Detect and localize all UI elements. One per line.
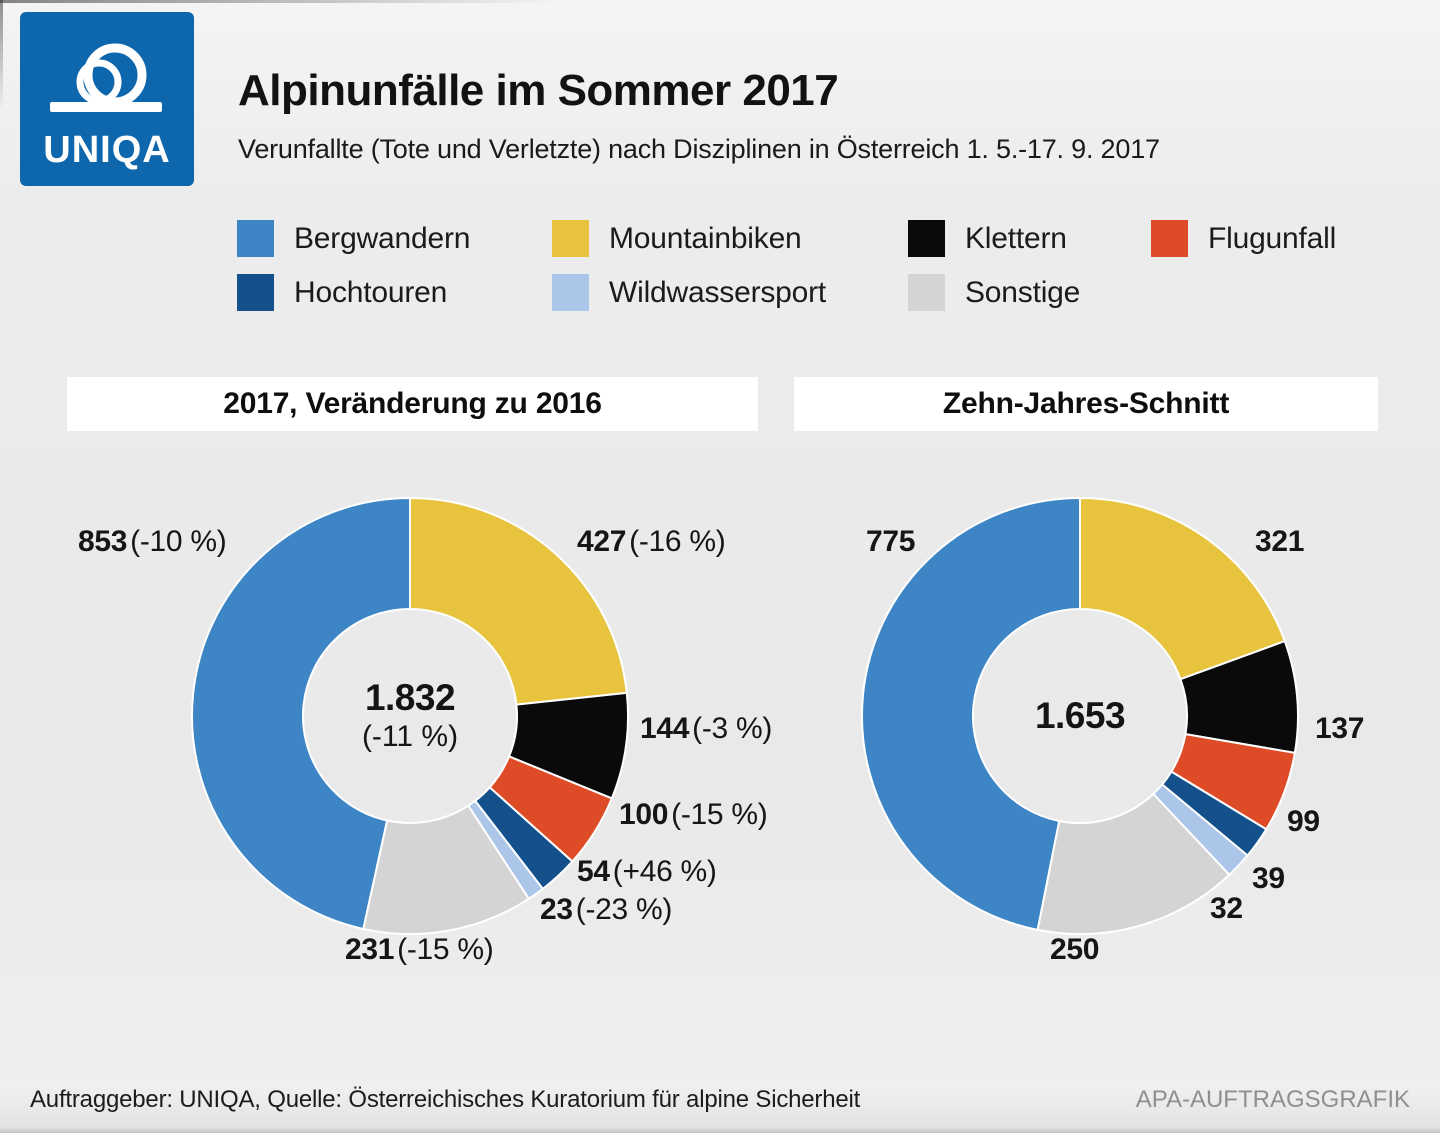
- donut-slice-sonstige: [362, 804, 531, 935]
- donut-center-2017: 1.832 (-11 %): [260, 678, 560, 755]
- legend-swatch-sonstige: [908, 274, 945, 311]
- donut-chart-2017: [191, 496, 629, 935]
- legend-label: Hochtouren: [294, 275, 448, 309]
- donut-slice-bergwandern: [191, 496, 411, 931]
- legend-item-wildwassersport: Wildwassersport: [552, 274, 826, 311]
- legend-swatch-hochtouren: [237, 274, 274, 311]
- chart-header-10yr: Zehn-Jahres-Schnitt: [794, 377, 1378, 431]
- legend-label: Flugunfall: [1208, 221, 1337, 255]
- slice-label-klettern-2017: 144 (-3 %): [640, 712, 773, 745]
- donut-chart-10yr: [861, 496, 1299, 935]
- donut-slice-bergwandern: [861, 496, 1081, 932]
- legend-swatch-mountainbiken: [552, 220, 589, 257]
- donut-slice-mountainbiken: [409, 496, 628, 706]
- center-change-2017: (-11 %): [361, 720, 459, 753]
- uniqa-logo-text: UNIQA: [43, 129, 171, 171]
- footer-credit: APA-AUFTRAGSGRAFIK: [1135, 1086, 1410, 1113]
- center-total-2017: 1.832: [364, 677, 456, 718]
- donut-slice-mountainbiken: [1079, 496, 1287, 681]
- page-title: Alpinunfälle im Sommer 2017: [238, 66, 839, 115]
- legend-item-klettern: Klettern: [908, 220, 1067, 257]
- chart-header-2017: 2017, Veränderung zu 2016: [67, 377, 758, 431]
- legend-label: Klettern: [965, 221, 1067, 255]
- slice-label-bergwandern-2017: 853 (-10 %): [78, 525, 227, 558]
- legend-swatch-wildwassersport: [552, 274, 589, 311]
- legend-label: Mountainbiken: [609, 221, 802, 255]
- slice-label-wildwassersport-10yr: 32: [1210, 892, 1243, 925]
- legend-item-hochtouren: Hochtouren: [237, 274, 447, 311]
- legend-label: Bergwandern: [294, 221, 471, 255]
- legend-swatch-bergwandern: [237, 220, 274, 257]
- legend-label: Wildwassersport: [609, 275, 827, 309]
- image-edge-artifact-bottom: [0, 1127, 1440, 1133]
- uniqa-q-icon: [50, 43, 162, 112]
- slice-label-sonstige-2017: 231 (-15 %): [345, 933, 494, 966]
- legend-item-bergwandern: Bergwandern: [237, 220, 470, 257]
- slice-label-hochtouren-2017: 54 (+46 %): [577, 855, 717, 888]
- legend-item-flugunfall: Flugunfall: [1151, 220, 1336, 257]
- slice-label-wildwassersport-2017: 23 (-23 %): [540, 893, 673, 926]
- slice-label-klettern-10yr: 137: [1315, 712, 1365, 745]
- legend-swatch-flugunfall: [1151, 220, 1188, 257]
- slice-label-mountainbiken-2017: 427 (-16 %): [577, 525, 726, 558]
- slice-label-flugunfall-2017: 100 (-15 %): [619, 798, 768, 831]
- legend-item-sonstige: Sonstige: [908, 274, 1080, 311]
- donut-center-10yr: 1.653: [930, 696, 1230, 736]
- donut-slice-sonstige: [1036, 792, 1231, 935]
- slice-label-flugunfall-10yr: 99: [1287, 805, 1320, 838]
- image-edge-artifact-left: [0, 0, 3, 110]
- legend-swatch-klettern: [908, 220, 945, 257]
- page-subtitle: Verunfallte (Tote und Verletzte) nach Di…: [238, 134, 1160, 164]
- slice-label-hochtouren-10yr: 39: [1252, 862, 1285, 895]
- legend-item-mountainbiken: Mountainbiken: [552, 220, 802, 257]
- legend-label: Sonstige: [965, 275, 1081, 309]
- slice-label-mountainbiken-10yr: 321: [1255, 525, 1305, 558]
- uniqa-logo: UNIQA: [20, 12, 194, 186]
- footer-source: Auftraggeber: UNIQA, Quelle: Österreichi…: [30, 1086, 861, 1113]
- image-edge-artifact-top: [0, 0, 560, 3]
- center-total-10yr: 1.653: [1034, 695, 1126, 736]
- slice-label-sonstige-10yr: 250: [1050, 933, 1100, 966]
- slice-label-bergwandern-10yr: 775: [866, 525, 916, 558]
